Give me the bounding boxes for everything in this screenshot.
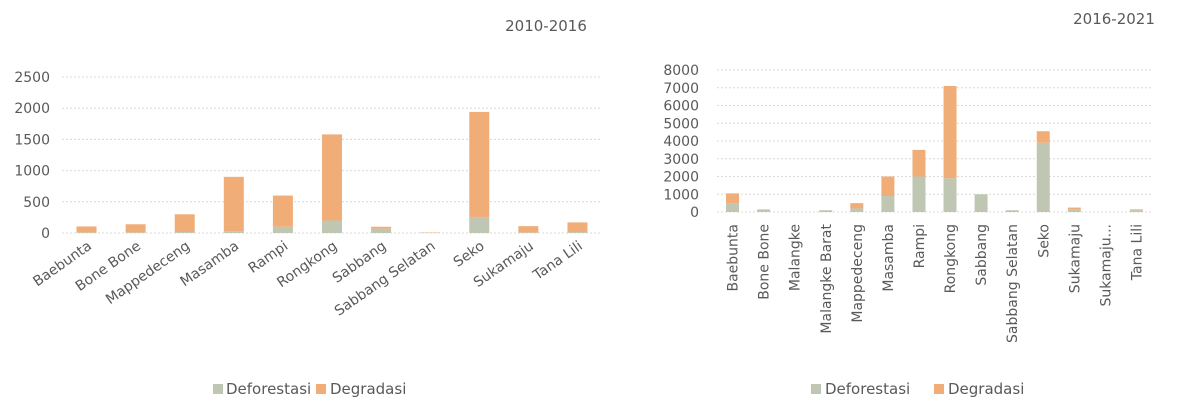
y-tick-label: 2500 [14, 70, 50, 86]
bar-deforestasi-sabbang [371, 228, 392, 233]
legend-label-deforestasi: Deforestasi [226, 380, 311, 398]
bar-deforestasi-baebunta [76, 232, 97, 233]
y-tick-label: 2000 [14, 101, 50, 117]
y-tick-label: 4000 [663, 134, 699, 150]
bar-deforestasi-seko [469, 217, 490, 233]
y-tick-label: 5000 [663, 116, 699, 132]
bar-degradasi-sabbang [371, 226, 392, 229]
bar-deforestasi-sabbang [974, 194, 988, 212]
bar-deforestasi-baebunta [726, 203, 740, 212]
bar-degradasi-seko [469, 111, 490, 218]
bar-degradasi-sukamaju [518, 226, 539, 233]
y-tick-label: 7000 [663, 81, 699, 97]
legend-swatch-degradasi [934, 384, 944, 394]
y-tick-label: 1500 [14, 132, 50, 148]
bar-degradasi-rongkong [943, 85, 957, 179]
bar-degradasi-rampi [912, 149, 926, 177]
x-tick-label: Masamba [881, 224, 897, 292]
bar-deforestasi-masamba [223, 231, 244, 233]
bar-degradasi-bone-bone [125, 224, 146, 233]
bar-deforestasi-masamba [881, 196, 895, 212]
x-tick-label: Rongkong [943, 224, 959, 293]
y-tick-label: 1000 [14, 164, 50, 180]
bar-degradasi-sukamaju [1067, 207, 1081, 210]
bar-deforestasi-sukamaju [1067, 209, 1081, 212]
legend-label-deforestasi: Deforestasi [825, 380, 910, 398]
bar-deforestasi-sabbang-selatan [1005, 210, 1019, 212]
bar-degradasi-mappedeceng [850, 203, 864, 209]
y-tick-label: 500 [23, 195, 50, 211]
y-tick-label: 0 [690, 205, 699, 221]
x-tick-label: Rampi [912, 224, 928, 268]
bar-deforestasi-bone-bone [125, 232, 146, 233]
bar-deforestasi-rampi [272, 226, 293, 233]
x-tick-label: Bone Bone [757, 224, 773, 300]
bar-degradasi-tana-lili [567, 222, 588, 233]
bar-deforestasi-rampi [912, 176, 926, 212]
legend-swatch-deforestasi [811, 384, 821, 394]
x-tick-label: Sukamaju [1067, 224, 1083, 293]
bar-degradasi-mappedeceng [174, 214, 195, 233]
x-tick-label: Sabbang Selatan [1005, 224, 1021, 343]
bar-degradasi-seko [1036, 131, 1050, 143]
x-tick-label: Seko [1036, 224, 1052, 258]
bar-deforestasi-bone-bone [757, 209, 771, 212]
bar-degradasi-baebunta [76, 226, 97, 233]
bar-deforestasi-mappedeceng [850, 208, 864, 212]
x-tick-label: Mappedeceng [850, 224, 866, 323]
x-tick-label: Tana Lili [1129, 224, 1145, 281]
x-tick-label: Sukamaju... [1098, 224, 1114, 307]
bar-degradasi-rongkong [322, 134, 342, 221]
bar-degradasi-masamba [881, 176, 895, 197]
bar-degradasi-masamba [223, 176, 244, 232]
y-tick-label: 8000 [663, 63, 699, 79]
x-tick-label: Sabbang [974, 224, 990, 286]
chart-title: 2016-2021 [1073, 10, 1155, 28]
bar-degradasi-tana-lili [1129, 209, 1143, 211]
y-tick-label: 2000 [663, 170, 699, 186]
y-tick-label: 0 [41, 226, 50, 242]
legend-label-degradasi: Degradasi [948, 380, 1024, 398]
bar-degradasi-baebunta [726, 193, 740, 204]
x-tick-label: Baebunta [726, 224, 742, 292]
legend-label-degradasi: Degradasi [330, 380, 406, 398]
bar-deforestasi-tana-lili [567, 232, 588, 233]
x-tick-label: Malangke [788, 224, 804, 291]
legend-swatch-deforestasi [213, 384, 223, 394]
bar-deforestasi-mappedeceng [174, 232, 195, 233]
chart-title: 2010-2016 [505, 17, 587, 35]
bar-deforestasi-rongkong [943, 178, 957, 212]
y-tick-label: 1000 [663, 187, 699, 203]
bar-degradasi-rampi [272, 195, 293, 227]
y-tick-label: 3000 [663, 152, 699, 168]
bar-deforestasi-tana-lili [1129, 210, 1143, 212]
bar-deforestasi-seko [1036, 142, 1050, 212]
bar-deforestasi-sukamaju [518, 232, 539, 233]
y-tick-label: 6000 [663, 99, 699, 115]
bar-deforestasi-rongkong [322, 220, 342, 233]
bar-deforestasi-malangke-barat [819, 210, 833, 212]
legend-swatch-degradasi [316, 384, 326, 394]
legend: Deforestasi Degradasi [213, 380, 406, 398]
legend: Deforestasi Degradasi [811, 380, 1024, 398]
x-tick-label: Malangke Barat [819, 224, 835, 334]
